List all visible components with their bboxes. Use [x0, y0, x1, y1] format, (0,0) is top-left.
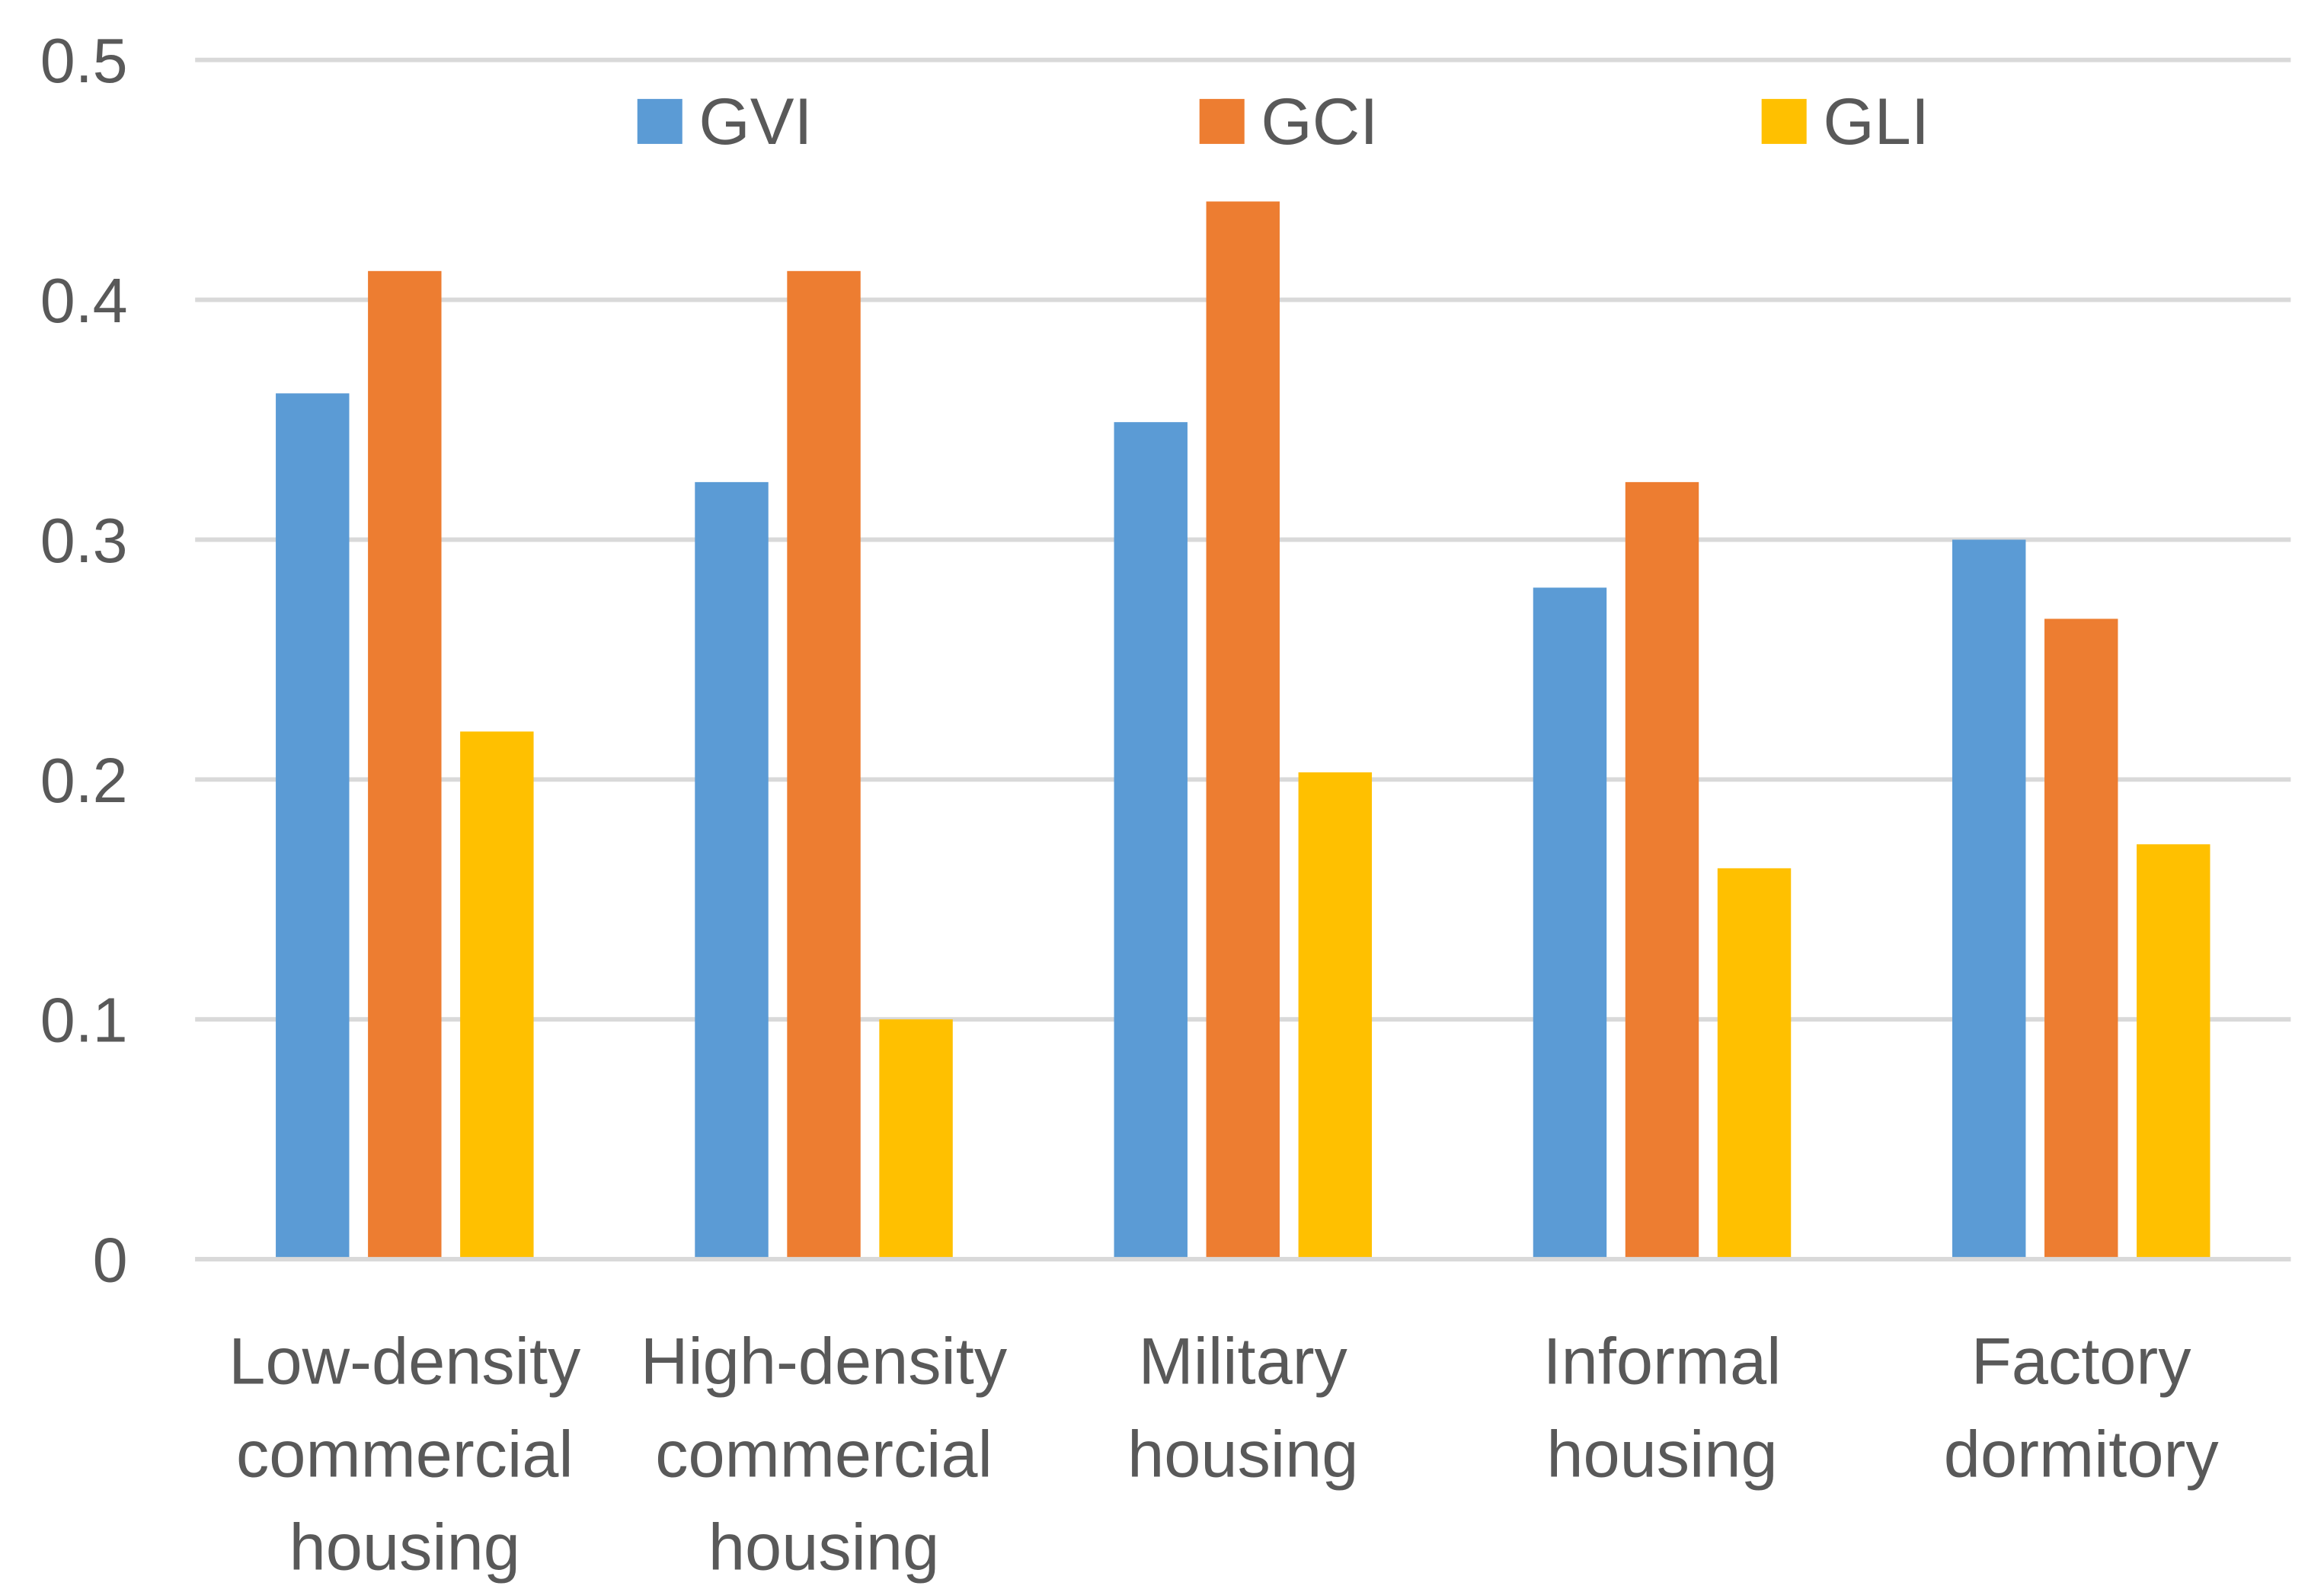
bar-gvi	[1952, 539, 2026, 1260]
bar-gci	[787, 270, 861, 1260]
y-tick-label: 0	[93, 1225, 128, 1296]
bars	[195, 201, 2291, 1262]
y-tick-label: 0.2	[40, 745, 128, 816]
bar-gci	[1206, 201, 1280, 1260]
y-axis-ticks: 0 0.1 0.2 0.3 0.4 0.5	[40, 25, 128, 1295]
bar-gci	[2044, 619, 2118, 1260]
bar-gvi	[1533, 587, 1607, 1260]
y-tick-label: 0.3	[40, 505, 128, 576]
x-axis-labels: Low-density commercial housing High-density…	[229, 1325, 2219, 1584]
y-tick-label: 0.5	[40, 25, 128, 96]
x-category-label: dormitory	[1944, 1418, 2220, 1491]
bar-gci	[368, 270, 442, 1260]
legend-label: GCI	[1261, 85, 1378, 158]
bar-gli	[2137, 844, 2211, 1260]
x-category-label: Low-density	[229, 1325, 581, 1398]
bar-gli	[1717, 868, 1792, 1260]
legend-swatch-gvi	[637, 98, 682, 144]
x-category-label: Factory	[1971, 1325, 2191, 1398]
bar-gvi	[695, 481, 769, 1260]
x-category-label: Informal	[1543, 1325, 1782, 1398]
x-category-label: commercial	[655, 1418, 993, 1491]
bar-gvi	[276, 393, 350, 1260]
legend-swatch-gci	[1199, 98, 1245, 144]
x-category-label: housing	[1546, 1418, 1777, 1491]
x-category-label: housing	[289, 1511, 520, 1584]
bar-gli	[460, 731, 534, 1260]
x-category-label: Military	[1139, 1325, 1348, 1398]
x-category-label: commercial	[236, 1418, 574, 1491]
x-category-label: housing	[1127, 1418, 1358, 1491]
legend-label: GLI	[1823, 85, 1929, 158]
legend: GVI GCI GLI	[637, 85, 1929, 158]
x-category-label: housing	[708, 1511, 939, 1584]
bar-gci	[1625, 481, 1699, 1260]
y-tick-label: 0.4	[40, 265, 128, 336]
x-category-label: High-density	[641, 1325, 1008, 1398]
bar-gvi	[1114, 422, 1188, 1260]
bar-gli	[1298, 772, 1373, 1260]
bar-gli	[879, 1019, 953, 1260]
legend-swatch-gli	[1761, 98, 1807, 144]
y-tick-label: 0.1	[40, 985, 128, 1056]
legend-label: GVI	[698, 85, 812, 158]
